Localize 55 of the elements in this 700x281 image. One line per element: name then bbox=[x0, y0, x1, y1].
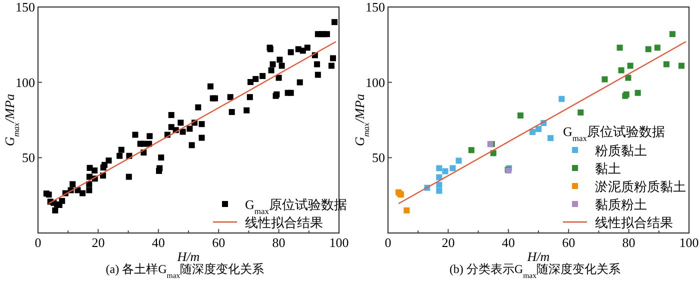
point bbox=[529, 129, 536, 136]
x-tick-label: 0 bbox=[34, 235, 42, 250]
x-tick-label: 60 bbox=[562, 235, 576, 250]
x-tick-label: 20 bbox=[442, 235, 455, 250]
point bbox=[645, 46, 652, 52]
point bbox=[558, 96, 565, 102]
point bbox=[634, 90, 641, 96]
point bbox=[517, 112, 524, 118]
x-tick-label: 100 bbox=[679, 235, 699, 250]
legend-title: G$_{max}$原位试验数据 bbox=[563, 124, 665, 143]
point bbox=[468, 147, 474, 154]
legend-label: 线性拟合结果 bbox=[595, 215, 673, 230]
point bbox=[436, 174, 442, 180]
point bbox=[456, 158, 462, 164]
x-axis-title: H/m bbox=[526, 249, 550, 264]
legend-label: 黏土 bbox=[595, 161, 621, 176]
point bbox=[450, 165, 456, 172]
y-tick-label: 100 bbox=[366, 74, 385, 90]
point bbox=[678, 62, 684, 69]
x-tick-label: 20 bbox=[92, 235, 105, 250]
x-tick-label: 80 bbox=[272, 235, 286, 250]
point bbox=[627, 62, 634, 69]
legend-label: 黏质粉土 bbox=[595, 197, 647, 212]
point bbox=[625, 74, 632, 81]
point bbox=[548, 135, 554, 142]
x-tick-label: 100 bbox=[329, 235, 349, 250]
point bbox=[436, 165, 442, 172]
x-tick-label: 60 bbox=[212, 235, 226, 250]
legend-label: 线性拟合结果 bbox=[245, 215, 323, 230]
x-tick-label: 80 bbox=[622, 235, 636, 250]
point bbox=[578, 109, 584, 116]
x-tick-label: 40 bbox=[152, 235, 165, 250]
point bbox=[436, 188, 442, 194]
y-tick-label: 150 bbox=[366, 0, 385, 14]
text: (a) 各土样G$_{max}$随深度变化关系 bbox=[106, 262, 264, 280]
y-tick-label: 50 bbox=[22, 150, 35, 166]
x-axis-title: H/m bbox=[176, 249, 200, 264]
point bbox=[442, 168, 448, 174]
legend-label: 淤泥质粉质黏土 bbox=[595, 179, 686, 194]
x-tick-label: 0 bbox=[384, 235, 392, 250]
y-tick-label: 150 bbox=[16, 0, 35, 14]
point bbox=[436, 182, 442, 188]
point bbox=[663, 61, 670, 68]
x-tick-label: 40 bbox=[502, 235, 515, 250]
point bbox=[654, 44, 660, 51]
point bbox=[616, 44, 623, 51]
point bbox=[602, 76, 608, 82]
y-tick-label: 100 bbox=[16, 74, 35, 90]
text: (b) 分类表示G$_{max}$随深度变化关系 bbox=[449, 262, 621, 280]
point bbox=[536, 126, 542, 132]
legend-label: 粉质黏土 bbox=[595, 143, 647, 158]
y-tick-label: 50 bbox=[372, 150, 385, 166]
point bbox=[669, 31, 676, 38]
point bbox=[618, 67, 624, 74]
point bbox=[404, 207, 410, 214]
